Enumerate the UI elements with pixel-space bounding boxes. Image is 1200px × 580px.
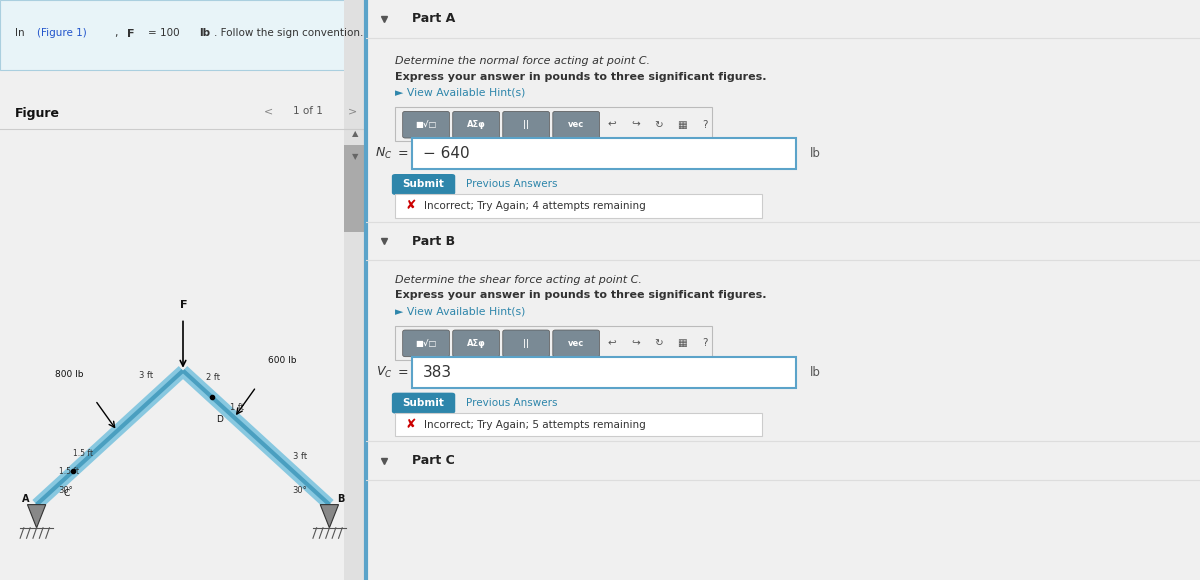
Text: Express your answer in pounds to three significant figures.: Express your answer in pounds to three s… <box>395 290 767 300</box>
Text: $V_C$: $V_C$ <box>376 365 392 380</box>
Text: Previous Answers: Previous Answers <box>466 398 558 408</box>
Text: $\mathbf{F}$: $\mathbf{F}$ <box>179 298 187 310</box>
Text: C: C <box>64 488 70 498</box>
Text: <: < <box>264 106 272 117</box>
Text: 1 of 1: 1 of 1 <box>293 106 323 117</box>
Text: 383: 383 <box>422 365 452 380</box>
Text: ► View Available Hint(s): ► View Available Hint(s) <box>395 88 526 98</box>
Text: ✘: ✘ <box>406 418 415 431</box>
FancyBboxPatch shape <box>395 326 712 360</box>
FancyBboxPatch shape <box>403 111 449 138</box>
FancyBboxPatch shape <box>553 330 600 357</box>
Text: ?: ? <box>703 338 708 349</box>
Text: B: B <box>337 494 344 504</box>
Text: Figure: Figure <box>14 107 60 119</box>
Text: vec: vec <box>568 339 584 348</box>
Text: Incorrect; Try Again; 5 attempts remaining: Incorrect; Try Again; 5 attempts remaini… <box>425 419 646 430</box>
FancyBboxPatch shape <box>395 107 712 141</box>
FancyBboxPatch shape <box>503 111 550 138</box>
Text: AΣφ: AΣφ <box>467 339 486 348</box>
Text: AΣφ: AΣφ <box>467 120 486 129</box>
Text: (Figure 1): (Figure 1) <box>37 28 86 38</box>
Text: Express your answer in pounds to three significant figures.: Express your answer in pounds to three s… <box>395 71 767 82</box>
Bar <box>366 442 1200 480</box>
Text: =: = <box>397 147 408 160</box>
Text: ||: || <box>523 120 529 129</box>
FancyBboxPatch shape <box>403 330 449 357</box>
Text: 1.5 ft: 1.5 ft <box>59 467 79 476</box>
Text: ✘: ✘ <box>406 200 415 212</box>
FancyBboxPatch shape <box>452 330 499 357</box>
Text: lb: lb <box>199 28 210 38</box>
Text: ||: || <box>523 339 529 348</box>
Text: lb: lb <box>810 366 821 379</box>
Text: ↪: ↪ <box>631 338 640 349</box>
Text: >: > <box>348 106 356 117</box>
Text: 1 ft: 1 ft <box>230 403 244 412</box>
Text: ↻: ↻ <box>654 338 664 349</box>
Text: = 100: = 100 <box>149 28 184 38</box>
Text: ▦: ▦ <box>677 119 686 130</box>
Text: ▲: ▲ <box>352 129 359 138</box>
Text: 800 lb: 800 lb <box>55 369 84 379</box>
Text: vec: vec <box>568 120 584 129</box>
Text: lb: lb <box>810 147 821 160</box>
Polygon shape <box>320 505 338 528</box>
Bar <box>344 0 366 580</box>
Text: ■√□: ■√□ <box>415 339 437 348</box>
Text: ↩: ↩ <box>607 119 617 130</box>
Text: Part C: Part C <box>412 454 455 467</box>
Text: D: D <box>216 415 223 424</box>
Text: ↩: ↩ <box>607 338 617 349</box>
FancyBboxPatch shape <box>392 393 455 414</box>
Polygon shape <box>28 505 46 528</box>
FancyBboxPatch shape <box>395 194 762 218</box>
Text: Incorrect; Try Again; 4 attempts remaining: Incorrect; Try Again; 4 attempts remaini… <box>425 201 646 211</box>
Text: 30°: 30° <box>293 485 307 495</box>
FancyBboxPatch shape <box>412 138 796 169</box>
Text: ▦: ▦ <box>677 338 686 349</box>
Text: Submit: Submit <box>403 179 444 190</box>
Text: Previous Answers: Previous Answers <box>466 179 558 190</box>
Text: 30°: 30° <box>59 485 73 495</box>
Text: Part A: Part A <box>412 12 455 25</box>
FancyBboxPatch shape <box>392 174 455 195</box>
Text: ► View Available Hint(s): ► View Available Hint(s) <box>395 306 526 317</box>
Text: ,: , <box>115 28 122 38</box>
Bar <box>366 0 1200 38</box>
Text: Part B: Part B <box>412 235 455 248</box>
Text: Determine the shear force acting at point C.: Determine the shear force acting at poin… <box>395 274 642 285</box>
Text: − 640: − 640 <box>422 146 469 161</box>
FancyBboxPatch shape <box>452 111 499 138</box>
Text: A: A <box>22 494 29 504</box>
FancyBboxPatch shape <box>395 413 762 436</box>
Text: Submit: Submit <box>403 398 444 408</box>
Text: 600 lb: 600 lb <box>268 356 296 365</box>
Text: 3 ft: 3 ft <box>139 371 152 380</box>
FancyBboxPatch shape <box>553 111 600 138</box>
Text: ↪: ↪ <box>631 119 640 130</box>
FancyBboxPatch shape <box>412 357 796 388</box>
Text: ?: ? <box>703 119 708 130</box>
Text: 3 ft: 3 ft <box>293 452 307 461</box>
Text: . Follow the sign convention.: . Follow the sign convention. <box>214 28 364 38</box>
Text: Determine the normal force acting at point C.: Determine the normal force acting at poi… <box>395 56 650 66</box>
Text: 1.5 ft: 1.5 ft <box>73 450 94 458</box>
Text: ▼: ▼ <box>352 152 359 161</box>
Bar <box>366 223 1200 260</box>
Text: In: In <box>14 28 28 38</box>
Text: =: = <box>397 366 408 379</box>
Text: ■√□: ■√□ <box>415 120 437 129</box>
Text: $\mathbf{F}$: $\mathbf{F}$ <box>126 27 134 39</box>
Text: 2 ft: 2 ft <box>206 373 220 382</box>
Bar <box>0 0 366 70</box>
FancyBboxPatch shape <box>503 330 550 357</box>
Bar <box>344 145 366 232</box>
Text: ↻: ↻ <box>654 119 664 130</box>
Text: $N_C$: $N_C$ <box>376 146 392 161</box>
